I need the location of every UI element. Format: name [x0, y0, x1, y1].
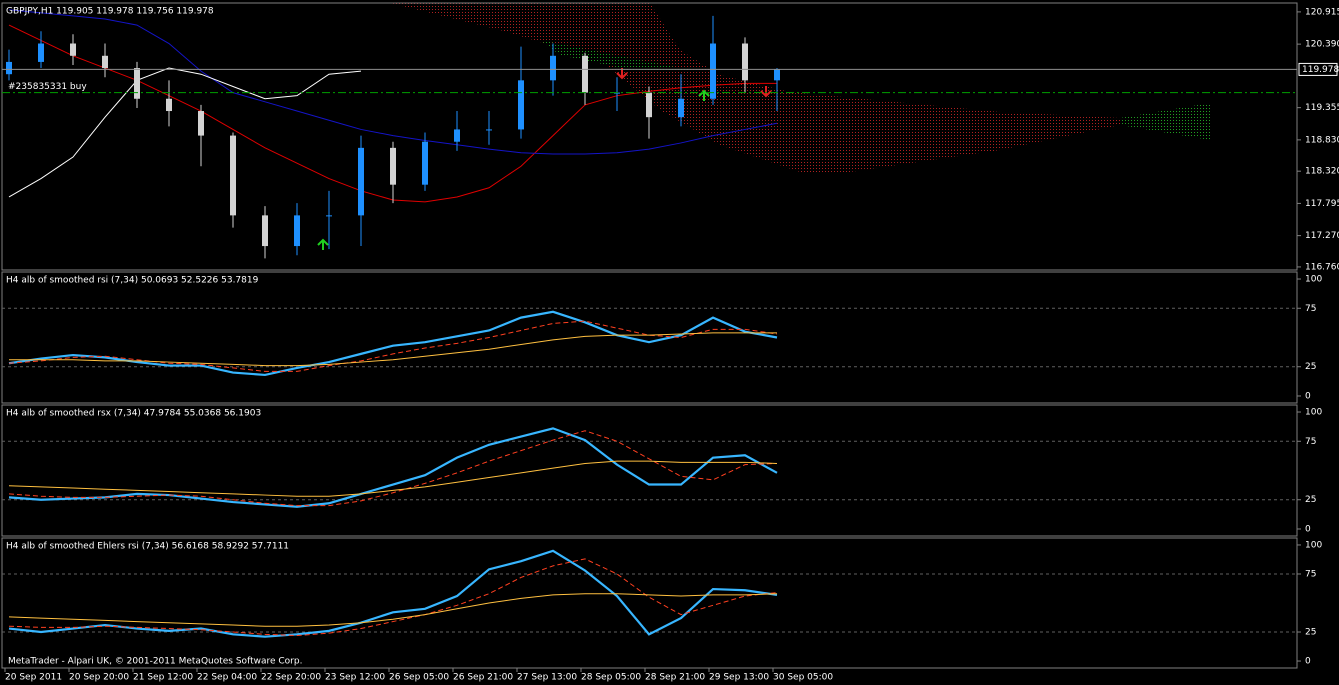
- y-tick-label: 25: [1305, 362, 1316, 372]
- order-label: #235835331 buy: [8, 82, 87, 92]
- x-tick-label: 26 Sep 21:00: [453, 673, 513, 683]
- y-tick-label: 100: [1305, 408, 1322, 418]
- y-tick-label: 0: [1305, 657, 1311, 667]
- candle-body: [710, 43, 716, 99]
- candle-body: [390, 147, 396, 185]
- cloud-bearish: [390, 3, 1120, 172]
- x-tick-label: 22 Sep 20:00: [261, 673, 321, 683]
- x-tick-label: 29 Sep 13:00: [709, 673, 769, 683]
- x-tick-label: 20 Sep 2011: [5, 673, 62, 683]
- y-tick-label: 118.830: [1305, 135, 1339, 145]
- y-tick-label: 25: [1305, 495, 1316, 505]
- y-tick-label: 100: [1305, 275, 1322, 285]
- indicator-line: [8, 310, 778, 377]
- indicator-line: [8, 460, 778, 497]
- x-tick-label: 26 Sep 05:00: [389, 673, 449, 683]
- y-tick-label: 118.320: [1305, 167, 1339, 177]
- indicator-line: [8, 427, 778, 508]
- buy-arrow: [317, 238, 329, 250]
- y-tick-label: 0: [1305, 391, 1311, 401]
- indicator-line: [8, 320, 778, 372]
- candle-body: [294, 215, 300, 247]
- x-tick-label: 27 Sep 13:00: [517, 673, 577, 683]
- y-tick-label: 75: [1305, 437, 1316, 447]
- y-tick-label: 119.355: [1305, 103, 1339, 113]
- candle-body: [486, 129, 492, 131]
- x-tick-label: 28 Sep 05:00: [581, 673, 641, 683]
- indicator-line: [8, 430, 778, 507]
- candle-body: [742, 43, 748, 81]
- candle-body: [38, 43, 44, 62]
- ichimoku-cloud: [390, 3, 1210, 172]
- candle-body: [230, 135, 236, 216]
- x-tick-label: 20 Sep 20:00: [69, 673, 129, 683]
- panel-frame: [1, 271, 1298, 404]
- cloud-bullish: [540, 40, 690, 72]
- candle-body: [582, 55, 588, 93]
- panel-title: H4 alb of smoothed rsi (7,34) 50.0693 52…: [6, 276, 259, 286]
- y-tick-label: 116.760: [1305, 262, 1339, 272]
- x-tick-label: 30 Sep 05:00: [773, 673, 833, 683]
- indicator-line: [8, 593, 778, 627]
- footer: MetaTrader - Alpari UK, © 2001-2011 Meta…: [8, 657, 302, 667]
- candle-body: [358, 147, 364, 216]
- candle-body: [326, 215, 332, 217]
- candle-body: [422, 141, 428, 185]
- candle-body: [550, 55, 556, 81]
- candle-body: [102, 55, 108, 69]
- y-tick-label: 25: [1305, 628, 1316, 638]
- y-tick-label: 0: [1305, 524, 1311, 534]
- price-label-box: [1298, 62, 1338, 76]
- y-tick-label: 75: [1305, 569, 1316, 579]
- candle-body: [6, 61, 12, 75]
- candle-body: [134, 68, 140, 99]
- candle-body: [166, 98, 172, 112]
- x-tick-label: 22 Sep 04:00: [197, 673, 257, 683]
- candle-body: [646, 92, 652, 118]
- panel-frame: [1, 404, 1298, 537]
- panel-title: GBPJPY,H1 119.905 119.978 119.756 119.97…: [6, 7, 214, 17]
- y-tick-label: 120.915: [1305, 7, 1339, 17]
- price-label: 119.978: [1302, 65, 1339, 75]
- indicator-line: [8, 9, 778, 155]
- y-tick-label: 117.795: [1305, 199, 1339, 209]
- candle-body: [678, 98, 684, 118]
- buy-arrow: [698, 89, 710, 101]
- cloud-bullish: [1120, 103, 1210, 140]
- x-tick-label: 21 Sep 12:00: [133, 673, 193, 683]
- x-tick-label: 23 Sep 12:00: [325, 673, 385, 683]
- y-tick-label: 75: [1305, 304, 1316, 314]
- candle-body: [454, 129, 460, 142]
- indicator-line: [9, 332, 777, 367]
- panel-title: H4 alb of smoothed rsx (7,34) 47.9784 55…: [6, 409, 261, 419]
- y-tick-label: 117.270: [1305, 231, 1339, 241]
- panel-frame: [1, 537, 1298, 669]
- y-tick-label: 120.390: [1305, 40, 1339, 50]
- x-tick-label: 28 Sep 21:00: [645, 673, 705, 683]
- panel-title: H4 alb of smoothed Ehlers rsi (7,34) 56.…: [6, 542, 289, 552]
- candle-body: [774, 69, 780, 81]
- sell-arrow: [760, 86, 772, 98]
- indicator-line: [8, 67, 362, 198]
- indicator-line: [8, 558, 778, 637]
- candle-body: [262, 215, 268, 247]
- candle-body: [198, 111, 204, 136]
- y-tick-label: 100: [1305, 540, 1322, 550]
- candle-body: [70, 43, 76, 56]
- indicator-line: [8, 549, 778, 638]
- candle-body: [518, 80, 524, 130]
- panel-frame: [1, 2, 1298, 271]
